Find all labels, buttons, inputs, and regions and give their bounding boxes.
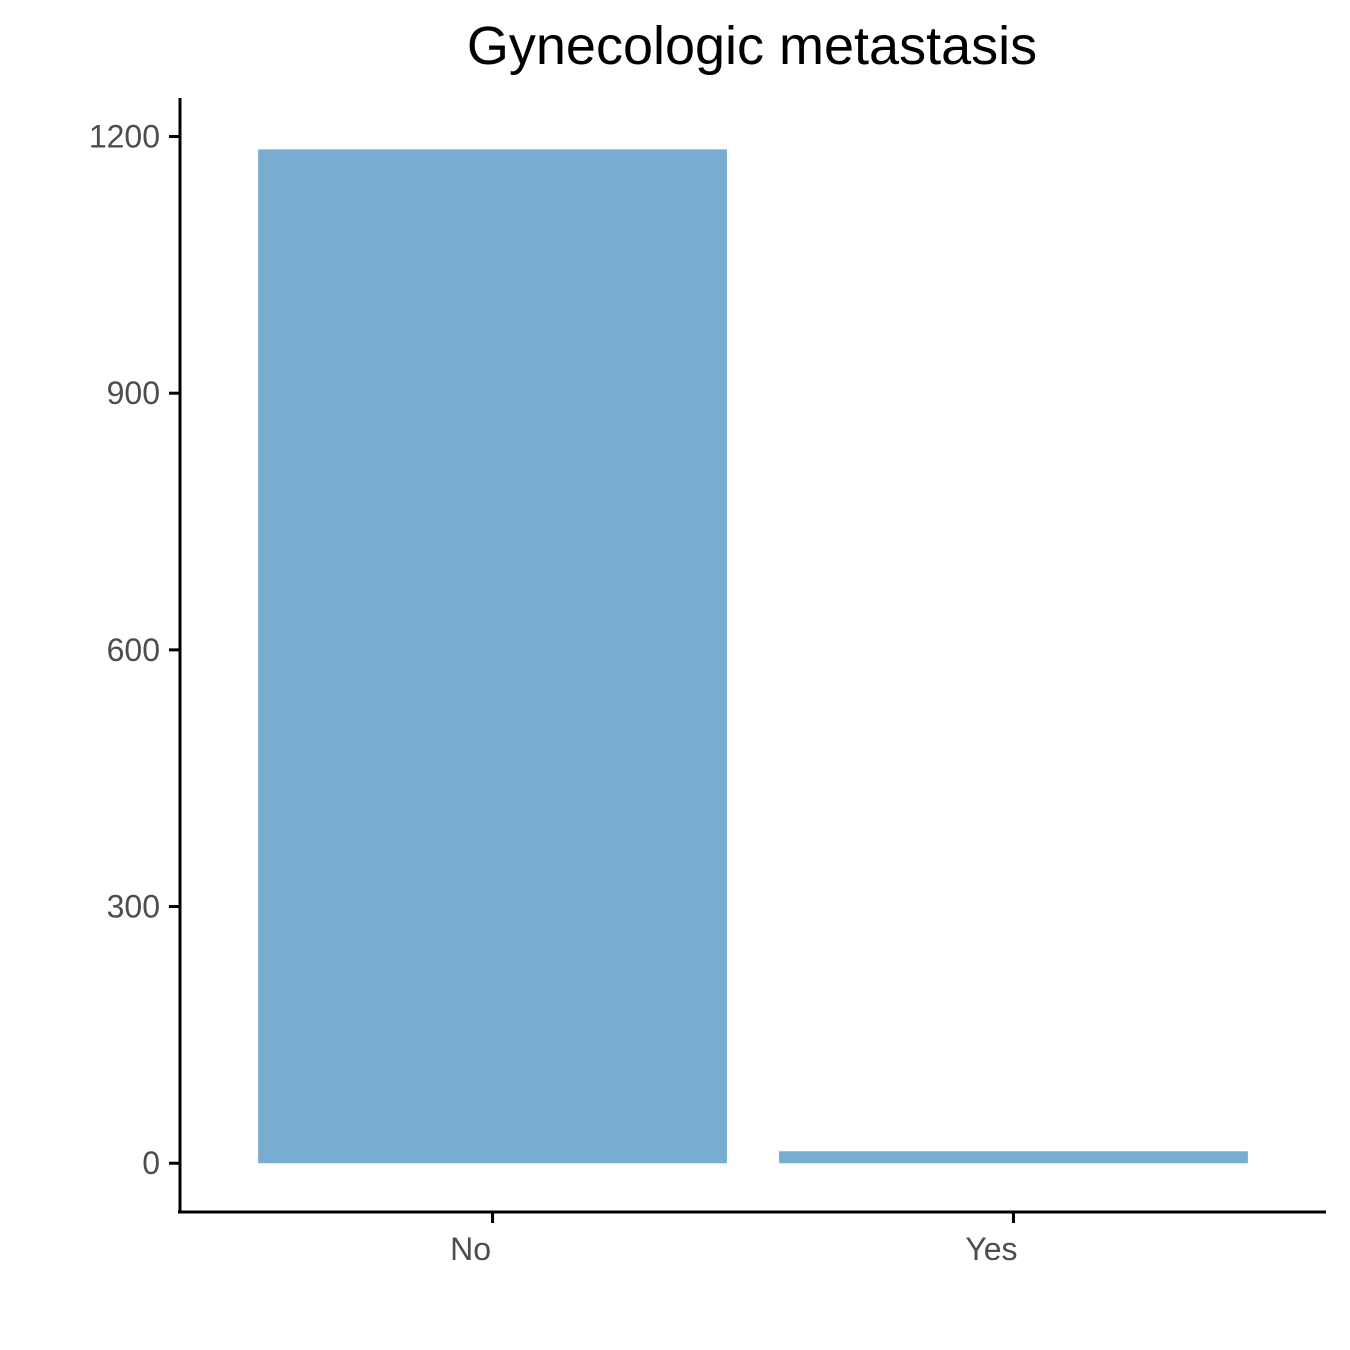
y-axis: 0 300 600 900 1200 — [89, 98, 182, 1213]
y-tick-label-600: 600 — [107, 632, 160, 668]
y-tick-label-900: 900 — [107, 375, 160, 411]
x-axis: No Yes — [178, 1210, 1326, 1267]
x-tick-label-yes: Yes — [965, 1231, 1017, 1267]
x-tick-label-no: No — [450, 1231, 491, 1267]
y-tick-label-300: 300 — [107, 889, 160, 925]
y-tick-label-1200: 1200 — [89, 119, 160, 155]
chart-title: Gynecologic metastasis — [467, 16, 1037, 76]
y-tick-label-0: 0 — [142, 1145, 160, 1181]
bar-yes — [779, 1151, 1248, 1164]
bars-group — [258, 149, 1248, 1164]
bar-no — [258, 149, 727, 1164]
